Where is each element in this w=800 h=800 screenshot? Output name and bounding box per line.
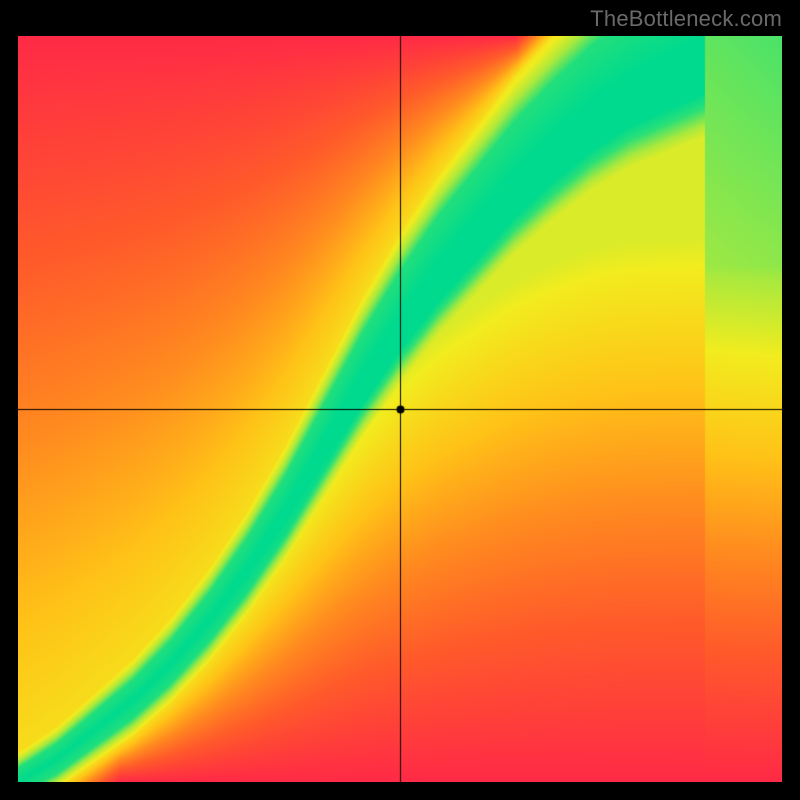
- crosshair-overlay: [18, 36, 782, 782]
- watermark-label: TheBottleneck.com: [590, 6, 782, 32]
- chart-container: { "watermark": "TheBottleneck.com", "can…: [0, 0, 800, 800]
